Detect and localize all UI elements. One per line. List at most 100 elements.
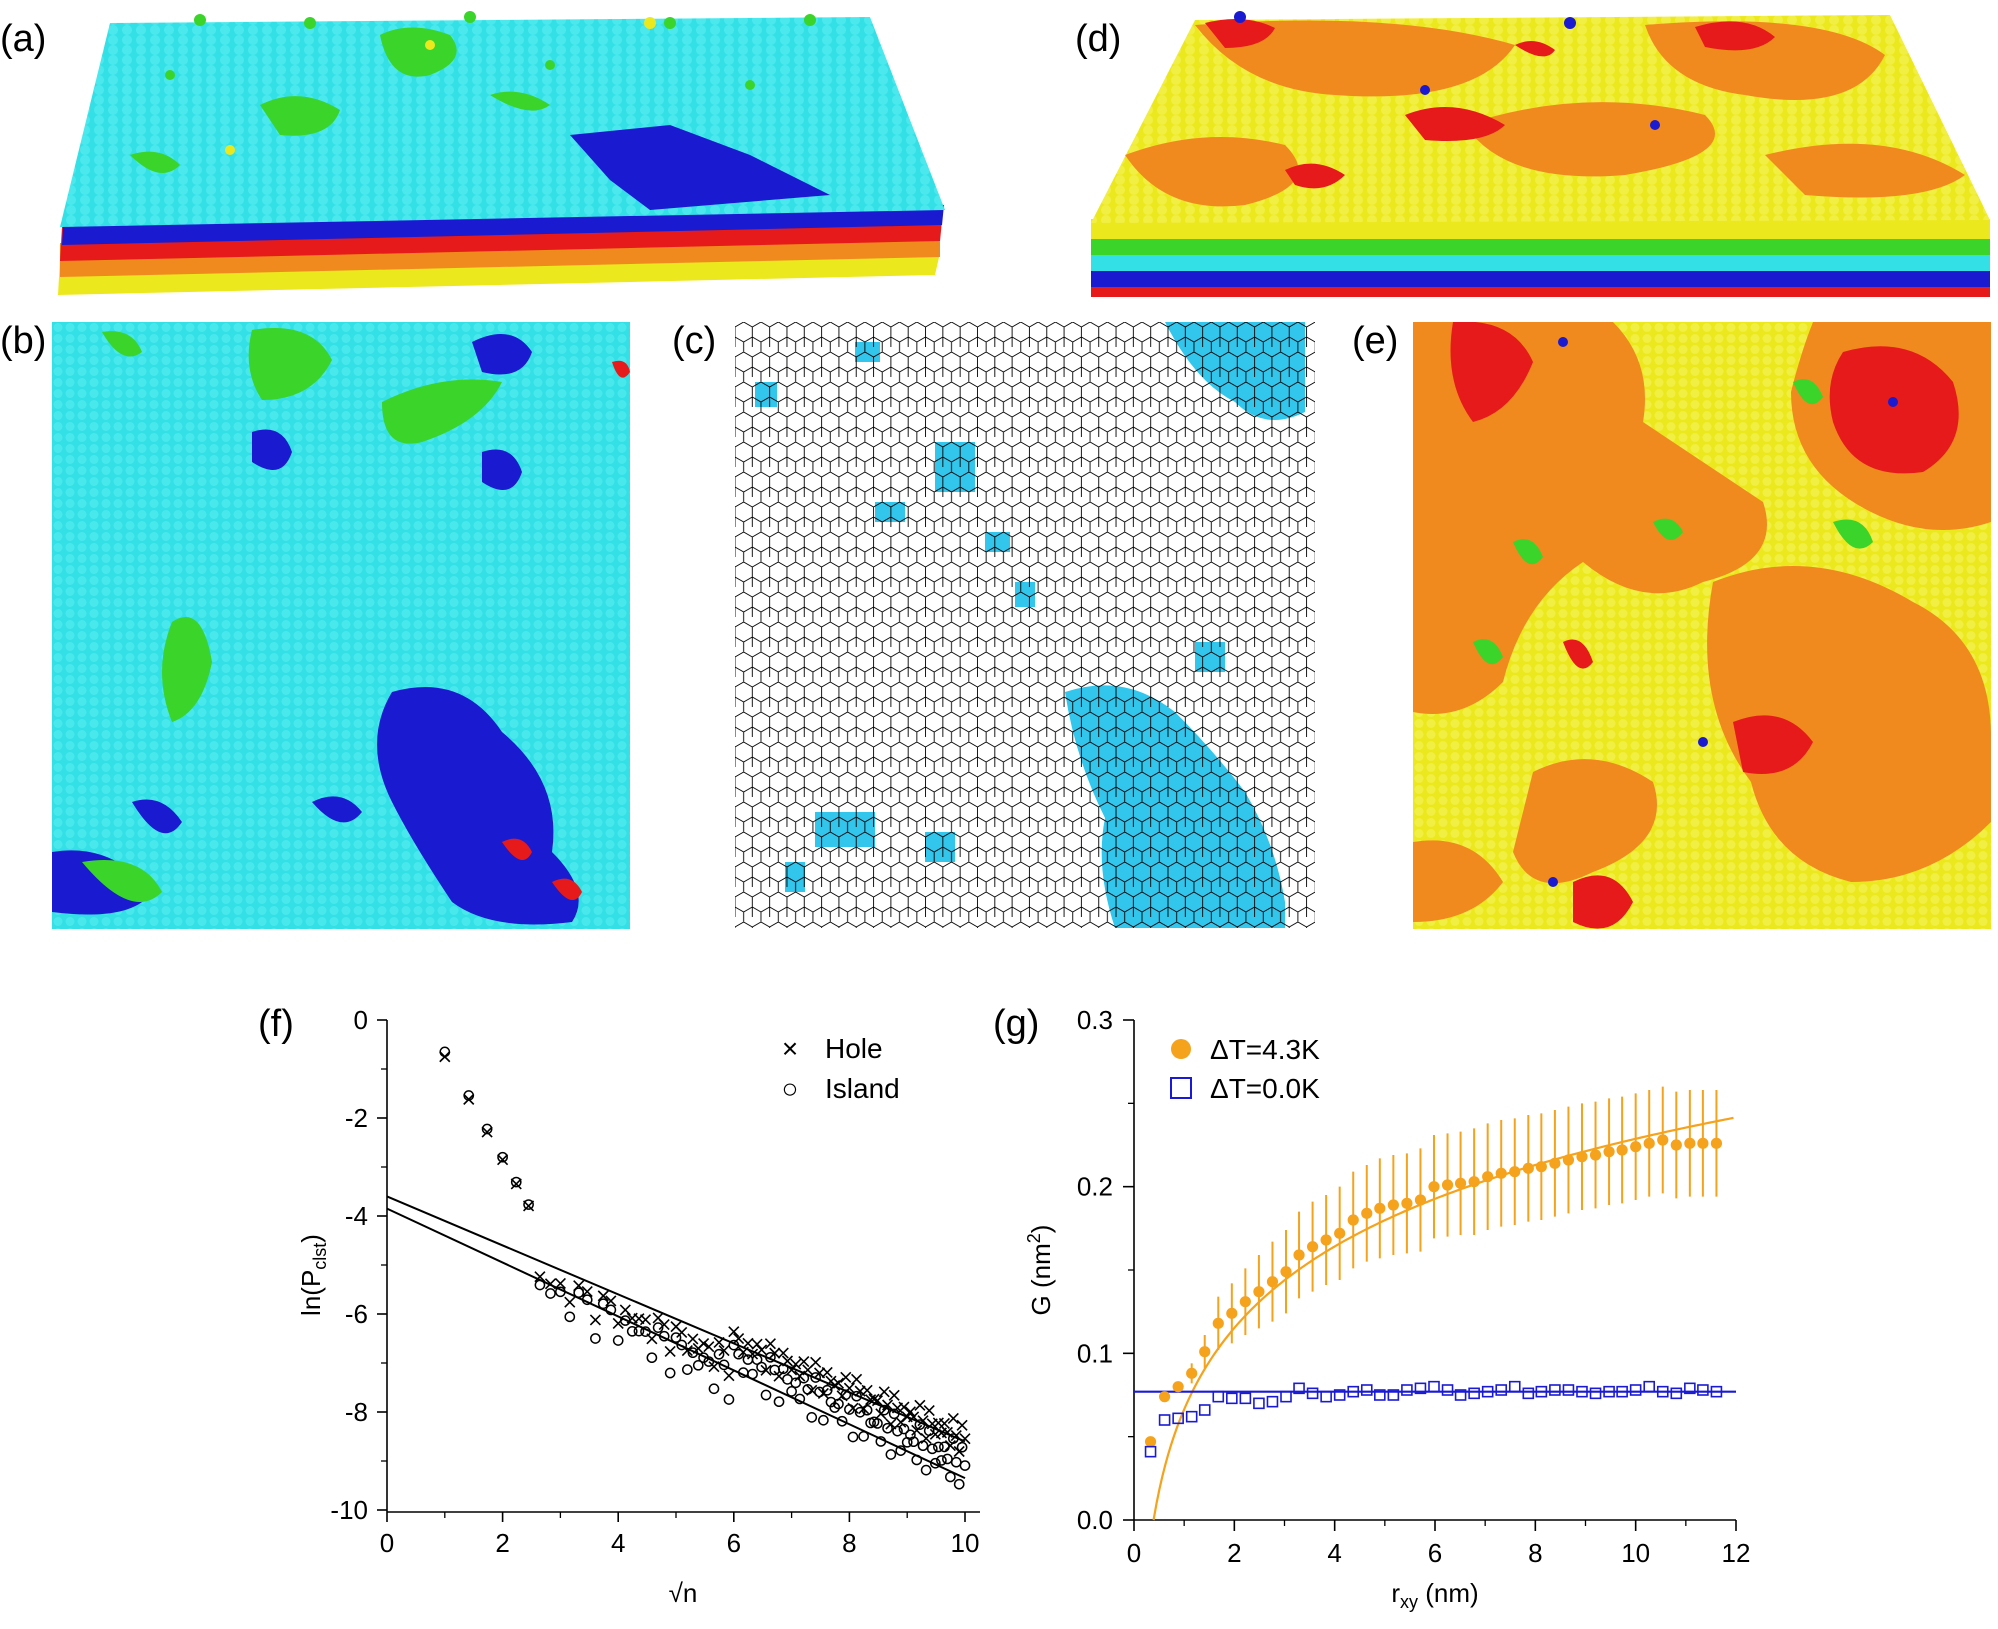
f-island-marker xyxy=(950,1456,962,1468)
f-xtick-label: 8 xyxy=(842,1528,856,1558)
f-island-marker xyxy=(646,1352,658,1364)
g-legend-dt00-marker xyxy=(1170,1077,1192,1099)
g-xtick-label: 8 xyxy=(1528,1538,1542,1568)
f-island-marker xyxy=(798,1372,810,1384)
g-marker-dt00 xyxy=(1670,1387,1683,1400)
g-marker-dt43 xyxy=(1697,1137,1709,1149)
layer-cyan xyxy=(1091,251,1990,271)
g-marker-dt00 xyxy=(1239,1392,1252,1405)
f-island-marker xyxy=(692,1359,704,1371)
f-island-marker xyxy=(836,1415,848,1427)
f-hole-marker-stroke xyxy=(888,1389,900,1401)
f-hole-marker-stroke xyxy=(481,1126,493,1138)
f-hole-marker-stroke xyxy=(658,1319,670,1331)
g-xlabel-sub: xy xyxy=(1400,1592,1418,1612)
g-fit-lines xyxy=(1134,1116,1736,1521)
f-hole-marker xyxy=(861,1384,873,1396)
f-island-marker xyxy=(723,1394,735,1405)
g-marker-dt43 xyxy=(1576,1151,1588,1163)
f-hole-marker-stroke xyxy=(723,1370,735,1382)
g-marker-dt00 xyxy=(1508,1380,1521,1393)
f-island-marker xyxy=(810,1372,822,1383)
g-marker-dt43 xyxy=(1441,1179,1454,1191)
f-hole-marker-stroke xyxy=(895,1416,907,1428)
f-hole-marker-stroke xyxy=(497,1154,509,1166)
f-island-marker xyxy=(794,1393,806,1405)
g-marker-dt00 xyxy=(1158,1414,1171,1426)
g-marker-dt00 xyxy=(1697,1384,1709,1396)
f-hole-marker xyxy=(947,1412,959,1424)
chart-f: 0 2 4 6 8 10 0 -2 -4 -6 -8 -10 ln(Pclst) √n × Hole … xyxy=(296,1005,980,1608)
g-marker-dt00 xyxy=(1481,1385,1494,1398)
g-legend-dt43-label: ΔT=4.3K xyxy=(1210,1034,1320,1065)
g-marker-dt43 xyxy=(1226,1307,1238,1319)
g-marker-dt43 xyxy=(1643,1137,1655,1149)
f-island-marker xyxy=(959,1460,971,1471)
f-hole-marker-stroke xyxy=(554,1277,566,1290)
panel-label-g: (g) xyxy=(993,1003,1040,1045)
f-hole-marker-stroke xyxy=(652,1312,664,1324)
f-hole-marker-stroke xyxy=(908,1411,920,1423)
g-marker-dt43 xyxy=(1239,1296,1251,1308)
g-marker-dt00 xyxy=(1643,1380,1656,1393)
f-hole-marker-stroke xyxy=(798,1356,810,1368)
f-ytick-label: -2 xyxy=(345,1103,368,1133)
blue-adatoms xyxy=(1234,11,1660,130)
g-marker-dt00 xyxy=(1185,1410,1198,1423)
f-xtick-label: 0 xyxy=(380,1528,394,1558)
f-island-marker xyxy=(942,1453,953,1465)
g-marker-dt43 xyxy=(1657,1134,1669,1146)
g-xlabel-end: (nm) xyxy=(1418,1578,1479,1608)
g-xtick-label: 2 xyxy=(1227,1538,1241,1568)
f-hole-marker xyxy=(639,1314,652,1326)
g-marker-dt00 xyxy=(1441,1384,1454,1396)
f-island-marker xyxy=(713,1348,725,1360)
f-hole-marker xyxy=(764,1338,776,1350)
f-hole-marker-stroke xyxy=(898,1401,910,1413)
g-marker-dt00 xyxy=(1603,1385,1615,1398)
g-ylabel-main: G (nm xyxy=(1026,1243,1056,1315)
f-hole-marker-stroke xyxy=(544,1278,557,1290)
panel-c-hexmap xyxy=(735,322,1315,928)
f-hole-marker-stroke xyxy=(861,1384,873,1396)
f-hole-marker-stroke xyxy=(760,1364,772,1376)
g-marker-dt00 xyxy=(1401,1384,1413,1396)
f-island-marker xyxy=(825,1396,837,1408)
g-marker-dt43 xyxy=(1253,1286,1265,1298)
f-island-marker xyxy=(905,1429,916,1441)
f-island-marker xyxy=(747,1368,758,1380)
f-hole-marker-stroke xyxy=(786,1364,798,1376)
f-island-marker xyxy=(923,1425,935,1437)
f-hole-marker-stroke xyxy=(708,1361,720,1373)
f-island-marker xyxy=(802,1383,814,1395)
panel-label-b: (b) xyxy=(0,320,47,362)
g-marker-dt43 xyxy=(1414,1194,1427,1206)
g-marker-dt43 xyxy=(1387,1199,1399,1211)
f-island-marker xyxy=(814,1386,825,1398)
g-marker-dt43 xyxy=(1535,1161,1547,1173)
f-legend-hole-label: Hole xyxy=(825,1033,883,1064)
f-hole-marker xyxy=(851,1373,863,1385)
f-hole-marker-stroke xyxy=(756,1344,768,1356)
g-marker-dt00 xyxy=(1495,1384,1508,1396)
f-island-marker xyxy=(936,1455,947,1466)
g-marker-dt00 xyxy=(1684,1382,1696,1395)
g-ytick-label: 0.2 xyxy=(1077,1172,1113,1202)
f-island-marker xyxy=(760,1389,772,1401)
g-marker-dt00 xyxy=(1144,1445,1157,1458)
g-marker-dt00 xyxy=(1253,1397,1265,1410)
g-marker-dt43 xyxy=(1361,1207,1373,1219)
chart-g: 0 2 4 6 8 10 120.00.10.20.3 G (nm2) rxy (nm) Δ… xyxy=(1024,1005,1750,1612)
f-hole-marker-stroke xyxy=(713,1336,725,1349)
f-ylabel-end: ) xyxy=(296,1234,326,1243)
f-island-marker xyxy=(861,1404,873,1416)
f-island-markers xyxy=(439,1046,971,1490)
layer-blue xyxy=(1091,267,1990,287)
f-island-marker xyxy=(840,1389,852,1401)
f-hole-marker xyxy=(728,1326,740,1338)
f-hole-marker-stroke xyxy=(733,1333,745,1345)
f-hole-marker-stroke xyxy=(612,1317,624,1330)
g-marker-dt43 xyxy=(1199,1346,1211,1358)
f-hole-marker-stroke xyxy=(664,1345,676,1357)
g-marker-dt00 xyxy=(1333,1389,1346,1401)
